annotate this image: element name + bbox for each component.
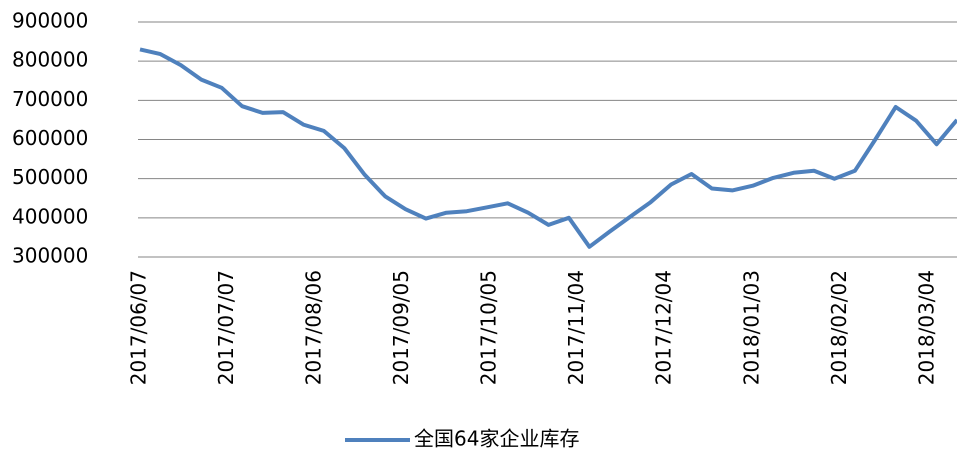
x-tick-label: 2017/10/05 — [477, 270, 501, 385]
x-tick-label: 2017/08/06 — [302, 270, 326, 385]
x-tick-label: 2017/11/04 — [564, 270, 588, 385]
y-tick-label: 300000 — [12, 244, 88, 268]
x-tick-label: 2017/09/05 — [389, 270, 413, 385]
y-tick-label: 700000 — [12, 87, 88, 111]
y-tick-label: 600000 — [12, 126, 88, 150]
x-tick-label: 2017/07/07 — [214, 270, 238, 385]
y-tick-label: 500000 — [12, 165, 88, 189]
y-tick-label: 400000 — [12, 204, 88, 228]
y-tick-label: 800000 — [12, 48, 88, 72]
y-tick-label: 900000 — [12, 9, 88, 33]
x-tick-label: 2018/01/03 — [739, 270, 763, 385]
legend-label: 全国64家企业库存 — [414, 427, 579, 451]
x-tick-label: 2018/02/02 — [827, 270, 851, 385]
data-line — [139, 47, 957, 249]
x-tick-label: 2017/06/07 — [127, 270, 151, 385]
x-tick-label: 2017/12/04 — [652, 270, 676, 385]
x-tick-label: 2018/03/04 — [914, 270, 938, 385]
